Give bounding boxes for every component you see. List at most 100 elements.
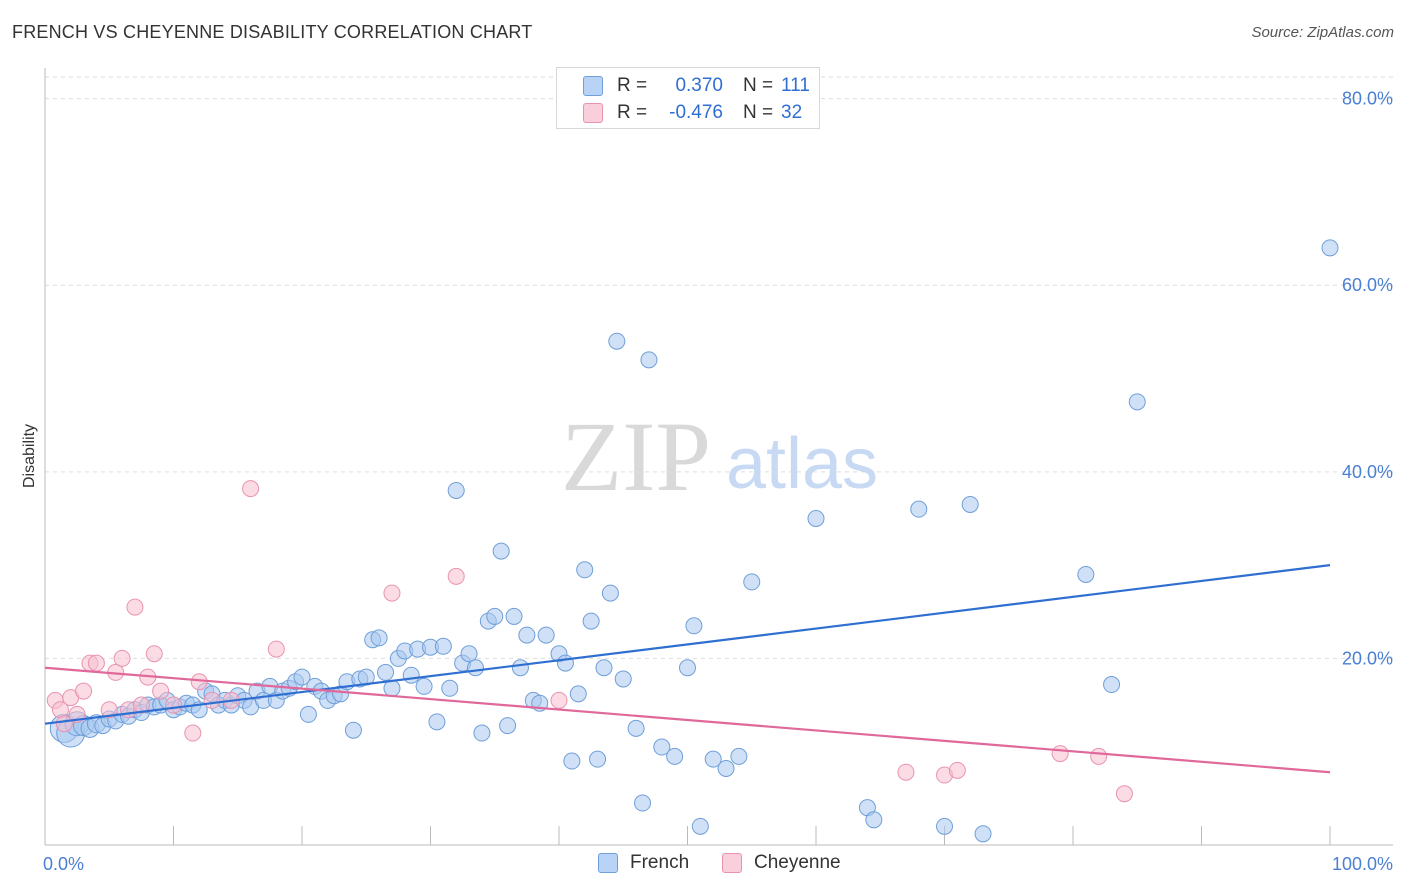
n-label: N = [743, 102, 774, 123]
french-point [627, 719, 645, 737]
x-tick-label: 0.0% [43, 854, 84, 874]
cheyenne-trend-line [44, 666, 1331, 774]
series-legend: French Cheyenne [0, 852, 1406, 878]
french-point [402, 666, 420, 684]
trend-lines [44, 564, 1331, 774]
french-point [614, 670, 632, 688]
french-point [974, 825, 992, 843]
legend-row-french: R = 0.370 N = 111 [583, 73, 810, 99]
cheyenne-point [897, 763, 915, 781]
french-point [492, 542, 510, 560]
french-point [717, 760, 735, 777]
cheyenne-swatch [722, 853, 742, 873]
cheyenne-point [126, 598, 144, 616]
french-point [589, 750, 607, 768]
cheyenne-point [1051, 745, 1069, 763]
french-point [556, 654, 574, 672]
cheyenne-point [132, 696, 150, 714]
french-point [344, 721, 362, 739]
french-point [595, 659, 613, 677]
french-trend-line [44, 564, 1331, 725]
cheyenne-point [75, 682, 93, 700]
french-point [666, 747, 684, 765]
cheyenne-point [550, 691, 568, 709]
x-tick-label: 100.0% [1332, 854, 1393, 874]
stats-legend: R = 0.370 N = 111 R = -0.476 N = 32 [556, 67, 820, 129]
french-point [961, 495, 979, 513]
french-point [1103, 676, 1121, 694]
french-point [537, 626, 555, 644]
cheyenne-point [152, 682, 170, 700]
french-point [518, 626, 536, 644]
legend-label-cheyenne: Cheyenne [754, 852, 841, 873]
french-point [679, 659, 696, 677]
french-point [730, 747, 748, 765]
french-point [505, 607, 523, 625]
r-label: R = [617, 102, 648, 123]
french-point [460, 645, 478, 663]
french-point [511, 659, 529, 677]
french-point [486, 607, 504, 625]
cheyenne-point [1115, 785, 1133, 803]
cheyenne-point [203, 691, 221, 709]
axes [44, 68, 1393, 846]
french-point [910, 500, 928, 518]
french-swatch [583, 76, 603, 96]
french-point [466, 659, 484, 677]
watermark-atlas: atlas [726, 424, 878, 504]
french-point [653, 738, 671, 756]
french-point [608, 332, 626, 350]
french-point [563, 752, 581, 770]
watermark-zip: ZIP [561, 401, 711, 512]
watermark: ZIP atlas [561, 401, 878, 512]
cheyenne-point [447, 567, 465, 585]
french-point [293, 668, 311, 686]
x-tick-labels: 0.0% 100.0% [43, 854, 1393, 874]
french-point [1128, 393, 1146, 411]
cheyenne-point [383, 584, 401, 602]
cheyenne-point [55, 715, 73, 733]
french-point [640, 351, 658, 369]
french-swatch [598, 853, 618, 873]
r-value: 0.370 [675, 75, 723, 96]
french-point [601, 584, 619, 602]
french-point [499, 717, 517, 735]
french-point [704, 750, 722, 768]
cheyenne-point [184, 724, 202, 742]
y-axis-label: Disability [21, 424, 38, 488]
legend-row-cheyenne: R = -0.476 N = 32 [583, 100, 802, 126]
french-points [49, 239, 1339, 843]
french-point [473, 724, 491, 742]
french-point [576, 561, 594, 579]
cheyenne-point [267, 640, 285, 658]
y-tick-label: 80.0% [1342, 89, 1393, 109]
n-value: 111 [781, 75, 810, 96]
cheyenne-point [948, 761, 966, 779]
cheyenne-point [242, 480, 260, 498]
french-point [936, 817, 953, 835]
french-point [807, 509, 825, 527]
french-point [299, 705, 317, 723]
cheyenne-point [1090, 747, 1108, 765]
cheyenne-point [100, 701, 118, 719]
cheyenne-point [145, 645, 163, 663]
french-point [434, 637, 452, 655]
french-point [447, 481, 465, 499]
y-tick-label: 60.0% [1342, 275, 1393, 295]
french-point [582, 612, 600, 630]
n-value: 32 [781, 102, 803, 123]
n-label: N = [743, 75, 774, 96]
french-point [865, 811, 883, 829]
legend-label-french: French [630, 852, 690, 873]
legend-item-cheyenne[interactable]: Cheyenne [722, 852, 841, 874]
cheyenne-point [87, 654, 105, 672]
chart-title: FRENCH VS CHEYENNE DISABILITY CORRELATIO… [12, 22, 533, 42]
source-label: Source: ZipAtlas.com [1251, 24, 1394, 41]
legend-item-french[interactable]: French [598, 852, 689, 874]
r-label: R = [617, 75, 648, 96]
french-point [370, 629, 388, 647]
cheyenne-points [46, 480, 1133, 803]
french-point [428, 713, 446, 731]
french-point [634, 794, 652, 812]
french-point [1321, 239, 1339, 257]
